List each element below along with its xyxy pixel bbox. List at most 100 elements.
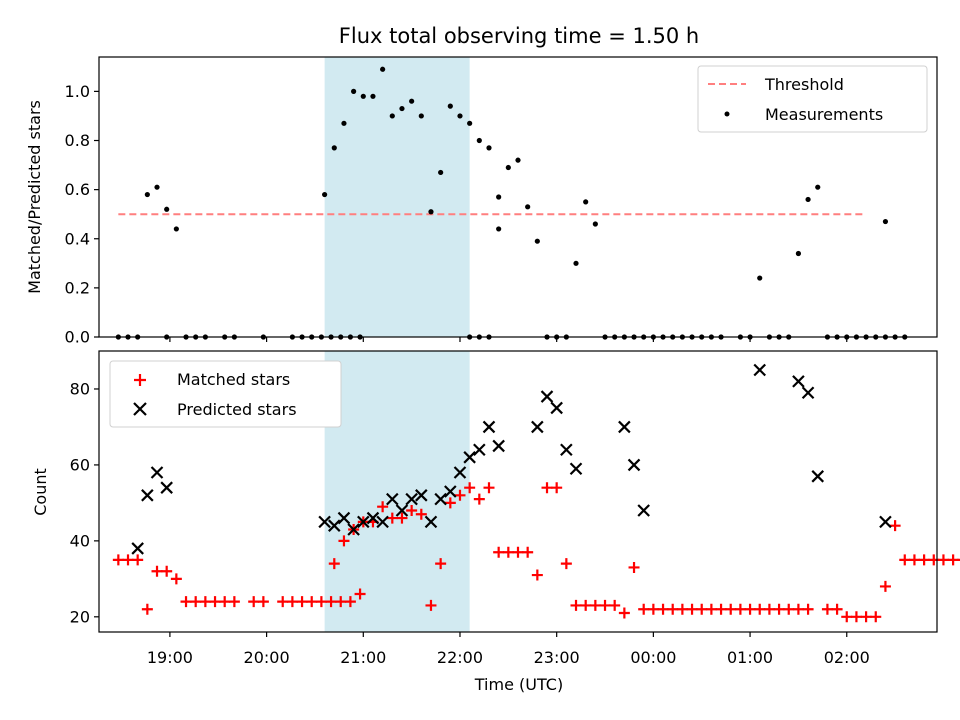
- predicted-point: [357, 515, 370, 529]
- matched-point: [325, 596, 337, 608]
- matched-point: [277, 596, 289, 608]
- top-legend: Threshold Measurements: [697, 65, 928, 133]
- predicted-point: [395, 504, 409, 517]
- matched-point: [306, 596, 318, 608]
- matched-point: [802, 603, 814, 615]
- predicted-point: [424, 515, 438, 529]
- matched-point: [464, 482, 476, 494]
- matched-point: [589, 599, 601, 611]
- matched-point: [502, 546, 514, 558]
- measurement-point: [409, 98, 415, 104]
- matched-point: [850, 611, 862, 623]
- matched-point: [180, 596, 192, 608]
- matched-point: [841, 611, 853, 623]
- matched-point: [228, 596, 240, 608]
- predicted-point: [318, 515, 331, 529]
- predicted-point: [434, 492, 447, 506]
- bottom-ytick-label: 20: [70, 607, 90, 626]
- bottom-xtick-label: 02:00: [824, 648, 870, 667]
- predicted-point: [463, 451, 476, 464]
- top-ytick-label: 0.4: [65, 229, 90, 248]
- bottom-legend-predicted-label: Predicted stars: [177, 400, 297, 419]
- bottom-legend-matched-label: Matched stars: [177, 370, 290, 389]
- measurement-point: [418, 113, 424, 119]
- matched-point: [773, 603, 785, 615]
- predicted-point: [811, 470, 825, 483]
- bottom-ylabel: Count: [31, 468, 50, 516]
- predicted-point: [801, 386, 815, 400]
- top-ytick-label: 0.0: [65, 328, 90, 347]
- bottom-xtick-label: 23:00: [534, 648, 580, 667]
- measurement-point: [331, 145, 337, 151]
- measurement-point: [399, 105, 405, 112]
- matched-point: [715, 603, 727, 615]
- matched-point: [483, 482, 495, 494]
- measurement-point: [496, 194, 502, 200]
- measurement-point: [370, 93, 376, 99]
- highlight-span: [324, 57, 470, 337]
- bottom-axes: 20 40 60 80 19:00 20:00 21:00 22:00 23:00 00:00 0…: [31, 350, 960, 694]
- predicted-point: [376, 515, 389, 529]
- top-ytick-label: 0.2: [65, 278, 90, 297]
- matched-point: [454, 489, 466, 501]
- bottom-frame: [98, 350, 938, 633]
- matched-point: [338, 535, 350, 547]
- matched-point: [512, 546, 524, 558]
- matched-point: [161, 565, 173, 577]
- matched-point: [315, 596, 327, 608]
- chart-title: Flux total observing time = 1.50 h: [339, 24, 699, 48]
- measurement-point: [164, 206, 170, 212]
- matched-point: [618, 607, 630, 619]
- predicted-point: [482, 420, 496, 434]
- top-legend-measurement-swatch: [724, 111, 730, 117]
- predicted-point: [444, 485, 457, 498]
- measurement-point: [438, 169, 444, 176]
- matched-point: [705, 603, 717, 615]
- matched-point: [599, 599, 611, 611]
- matched-point: [151, 565, 163, 577]
- matched-point: [908, 554, 920, 566]
- matched-point: [219, 596, 231, 608]
- matched-point: [580, 599, 592, 611]
- predicted-point: [453, 466, 467, 479]
- predicted-point: [141, 489, 154, 502]
- bottom-xtick-label: 00:00: [630, 648, 676, 667]
- top-legend-measurement-label: Measurements: [765, 105, 883, 124]
- predicted-point: [405, 492, 418, 506]
- matched-point: [328, 558, 340, 570]
- matched-point: [889, 520, 901, 532]
- measurement-point: [496, 226, 502, 232]
- predicted-point: [366, 511, 380, 525]
- matched-point: [879, 580, 891, 592]
- predicted-point: [415, 489, 428, 502]
- top-legend-threshold-label: Threshold: [764, 75, 844, 94]
- measurement-point: [815, 184, 821, 190]
- measurement-point: [351, 88, 357, 94]
- matched-point: [763, 603, 775, 615]
- matched-point: [783, 603, 795, 615]
- bottom-legend-predicted-swatch: [133, 402, 147, 416]
- predicted-point: [560, 443, 573, 457]
- measurement-point: [525, 204, 531, 210]
- matched-point: [918, 554, 930, 566]
- bottom-xtick-label: 01:00: [727, 648, 773, 667]
- bottom-ytick-label: 60: [70, 455, 90, 474]
- matched-point: [406, 504, 418, 516]
- measurement-point: [795, 250, 802, 257]
- predicted-point: [386, 492, 399, 506]
- matched-point: [199, 596, 211, 608]
- measurement-point: [805, 196, 811, 203]
- measurement-point: [360, 93, 366, 99]
- matched-point: [899, 554, 911, 566]
- matched-point: [296, 596, 308, 608]
- measurement-point: [380, 66, 386, 72]
- bottom-xtick-label: 22:00: [437, 648, 483, 667]
- matched-point: [754, 603, 766, 615]
- matched-point: [493, 546, 505, 558]
- matched-point: [609, 599, 621, 611]
- predicted-point: [150, 466, 164, 479]
- matched-point: [541, 482, 553, 494]
- matched-point: [522, 546, 534, 558]
- matched-point: [248, 596, 260, 608]
- matched-point: [667, 603, 679, 615]
